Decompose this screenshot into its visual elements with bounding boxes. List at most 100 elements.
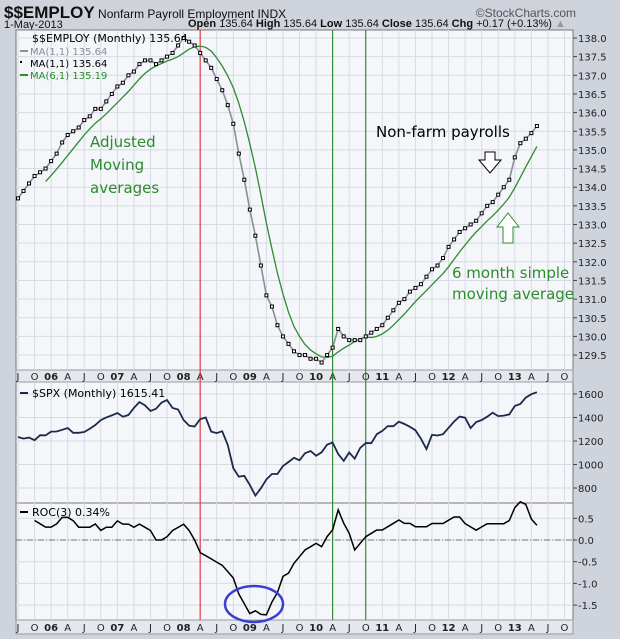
employment-point xyxy=(159,58,164,63)
close-label: Close xyxy=(381,18,412,30)
date-tick-label: 09 xyxy=(243,623,257,634)
employment-point xyxy=(297,353,302,358)
employment-point xyxy=(49,159,54,164)
date-tick-label: A xyxy=(64,623,71,634)
employment-point xyxy=(87,114,92,119)
main-y-tick-label: 130.0 xyxy=(578,332,607,343)
annotation-nonfarm: Non-farm payrolls xyxy=(376,123,510,141)
employment-point xyxy=(529,131,534,136)
employment-point xyxy=(126,73,131,78)
employment-point xyxy=(16,196,20,201)
main-y-tick-label: 136.5 xyxy=(578,90,607,101)
main-y-tick-label: 135.5 xyxy=(578,127,607,138)
down-arrow-icon xyxy=(477,151,503,174)
employment-point xyxy=(54,151,59,156)
date-tick-label: O xyxy=(229,372,237,383)
date-tick-label: A xyxy=(130,623,137,634)
employment-point xyxy=(187,39,192,44)
employment-point xyxy=(424,274,429,279)
main-y-tick-label: 133.0 xyxy=(578,221,607,232)
spx-legend: $SPX (Monthly) 1615.41 xyxy=(32,387,165,400)
employment-point xyxy=(209,65,214,70)
date-tick-label: J xyxy=(479,623,483,634)
main-y-tick-label: 137.0 xyxy=(578,71,607,82)
date-tick-label: A xyxy=(263,623,270,634)
date-tick-label: O xyxy=(31,372,39,383)
employment-point xyxy=(501,185,506,190)
employment-point xyxy=(413,285,418,290)
date-tick-label: J xyxy=(82,623,86,634)
date-tick-label: O xyxy=(163,372,171,383)
date-tick-label: J xyxy=(82,372,86,383)
employment-point xyxy=(71,129,76,134)
date-tick-label: J xyxy=(347,372,351,383)
date-tick-label: O xyxy=(494,372,502,383)
date-tick-label: O xyxy=(428,623,436,634)
main-y-tick-label: 135.0 xyxy=(578,146,607,157)
spx-y-tick-label: 1000 xyxy=(578,461,603,472)
employment-point xyxy=(441,256,446,261)
date-tick-label: J xyxy=(16,623,20,634)
employment-point xyxy=(32,174,37,179)
date-tick-label: J xyxy=(214,372,218,383)
main-y-tick-label: 132.5 xyxy=(578,239,607,250)
date-tick-label: J xyxy=(214,623,218,634)
employment-point xyxy=(452,237,457,242)
employment-point xyxy=(314,356,319,361)
employment-point xyxy=(418,282,423,287)
open-value: 135.64 xyxy=(219,18,253,30)
employment-point xyxy=(352,338,357,343)
employment-point xyxy=(38,170,43,175)
date-tick-label: 09 xyxy=(243,372,257,383)
date-tick-label: O xyxy=(494,623,502,634)
main-y-tick-label: 131.5 xyxy=(578,276,607,287)
spx-y-tick-label: 1400 xyxy=(578,414,603,425)
date-tick-label: O xyxy=(296,372,304,383)
quote-line: Open 135.64 High 135.64 Low 135.64 Close… xyxy=(188,18,566,30)
employment-point xyxy=(518,141,523,146)
date-tick-label: A xyxy=(462,623,469,634)
spx-y-tick-label: 800 xyxy=(578,484,597,495)
employment-point xyxy=(280,334,285,339)
date-tick-label: 12 xyxy=(442,623,456,634)
employment-point xyxy=(430,267,434,272)
date-tick-label: O xyxy=(97,623,105,634)
date-tick-label: A xyxy=(395,623,402,634)
ma6-line xyxy=(45,45,538,359)
date-tick-label: J xyxy=(280,623,284,634)
date-tick-label: J xyxy=(347,623,351,634)
title: $$EMPLOY Nonfarm Payroll Employment INDX xyxy=(4,3,286,23)
chart-date: 1-May-2013 xyxy=(4,19,63,31)
employment-point xyxy=(236,151,241,156)
date-tick-label: O xyxy=(229,623,237,634)
date-tick-label: A xyxy=(197,623,204,634)
employment-point xyxy=(490,200,495,205)
employment-point xyxy=(269,304,274,309)
date-tick-label: A xyxy=(528,372,535,383)
date-tick-label: J xyxy=(413,623,417,634)
employment-point xyxy=(21,188,26,193)
employment-point xyxy=(308,356,313,361)
date-tick-label: A xyxy=(130,372,137,383)
employment-point xyxy=(507,177,512,182)
date-tick-label: O xyxy=(31,623,39,634)
main-y-tick-label: 136.0 xyxy=(578,109,607,120)
employment-point xyxy=(242,177,247,182)
main-legend-title: $$EMPLOY (Monthly) 135.64 xyxy=(32,32,188,45)
date-tick-label: J xyxy=(479,372,483,383)
roc-legend: ROC(3) 0.34% xyxy=(32,506,110,519)
annotation-adjusted-ma: Adjusted xyxy=(90,133,156,151)
annotation-6month: moving average xyxy=(452,285,574,303)
date-tick-label: J xyxy=(280,372,284,383)
employment-point xyxy=(192,43,197,48)
spx-line xyxy=(17,391,538,498)
date-tick-label: O xyxy=(561,623,569,634)
date-tick-label: 07 xyxy=(110,623,124,634)
employment-point xyxy=(391,308,396,313)
employment-point xyxy=(82,118,87,123)
employment-point xyxy=(170,50,175,55)
main-y-tick-label: 130.5 xyxy=(578,314,607,325)
date-tick-label: J xyxy=(545,623,549,634)
main-y-tick-label: 134.5 xyxy=(578,165,607,176)
